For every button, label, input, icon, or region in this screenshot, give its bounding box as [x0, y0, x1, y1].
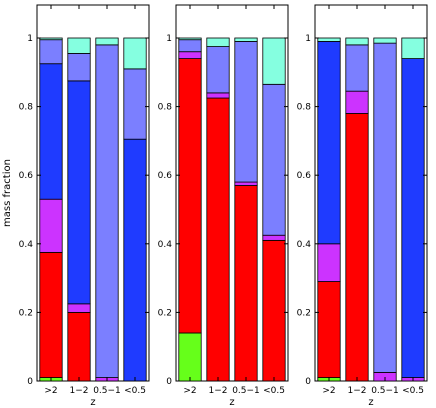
bar-segment-2-6: [206, 37, 230, 47]
bar-segment-1-2: [39, 251, 63, 378]
bar-segment-3-6: [373, 37, 397, 44]
bar-segment-4-6: [262, 37, 286, 85]
bar-segment-4-3: [262, 234, 286, 241]
bar-segment-1-2: [178, 58, 202, 334]
bar-segment-2-5: [345, 44, 369, 92]
bar-segment-4-6: [401, 37, 425, 59]
y-tick-label: 1: [27, 34, 33, 44]
x-tick-label: 1−2: [348, 386, 367, 396]
x-axis-label: z: [368, 397, 373, 408]
chart-panel-3: >2 1−2 0.5−1 <0.5 0 0.2 0.4 0.6 0.8 1 z: [297, 4, 428, 408]
y-tick-label: 0.8: [297, 103, 312, 113]
y-tick-label: 0: [166, 377, 172, 387]
x-axis-label: z: [229, 397, 234, 408]
x-tick-label: <0.5: [263, 386, 285, 396]
y-tick-label: 0.4: [297, 240, 312, 250]
x-tick-label: >2: [44, 386, 57, 396]
x-tick-label: 0.5−1: [93, 386, 121, 396]
bar-segment-2-3: [206, 92, 230, 99]
bar-segment-4-5: [262, 83, 286, 236]
bar-segment-2-3: [67, 303, 91, 313]
x-axis-label: z: [90, 397, 95, 408]
bar-segment-2-5: [206, 46, 230, 94]
y-tick-label: 0.8: [158, 103, 173, 113]
chart-panel-2: >2 1−2 0.5−1 <0.5 0 0.2 0.4 0.6 0.8 1 z: [158, 4, 289, 408]
y-tick-label: 0.2: [297, 308, 311, 318]
bar-segment-2-2: [206, 97, 230, 382]
y-tick-label: 0.6: [297, 171, 312, 181]
x-tick-label: >2: [322, 386, 335, 396]
bar-segment-3-6: [95, 37, 119, 46]
y-tick-label: 0: [305, 377, 311, 387]
x-tick-label: <0.5: [402, 386, 424, 396]
bar-segment-1-2: [317, 281, 341, 378]
bar-segment-1-6: [39, 37, 63, 41]
x-tick-label: 0.5−1: [232, 386, 260, 396]
bar-segment-2-6: [345, 37, 369, 46]
y-tick-label: 0.4: [19, 240, 34, 250]
bar-segment-1-4: [317, 41, 341, 245]
bar-segment-3-2: [234, 185, 258, 382]
bar-segment-1-3: [178, 51, 202, 59]
bar-segment-1-3: [39, 198, 63, 253]
y-tick-label: 0.6: [158, 171, 173, 181]
bar-segment-1-1: [178, 332, 202, 382]
y-tick-label: 1: [305, 34, 311, 44]
bar-segment-3-5: [234, 41, 258, 183]
bar-segment-4-6: [123, 37, 147, 70]
x-tick-label: <0.5: [124, 386, 146, 396]
bar-segment-1-6: [178, 37, 202, 41]
bar-segment-4-4: [123, 138, 147, 382]
bar-segment-1-4: [39, 63, 63, 200]
bar-segment-3-5: [95, 44, 119, 378]
y-axis-label: mass fraction: [2, 159, 13, 227]
bar-segment-4-5: [123, 68, 147, 140]
y-tick-label: 1: [166, 34, 172, 44]
bar-segment-1-3: [317, 243, 341, 282]
x-tick-label: >2: [183, 386, 196, 396]
y-tick-label: 0.2: [19, 308, 33, 318]
bar-segment-2-4: [67, 80, 91, 305]
x-tick-label: 1−2: [70, 386, 89, 396]
bar-segment-3-5: [373, 42, 397, 373]
bar-segment-4-4: [401, 58, 425, 378]
bar-segment-2-5: [67, 53, 91, 82]
chart-panel-1: >2 1−2 0.5−1 <0.5 0 0.2 0.4 0.6 0.8 1 z mass fracti…: [2, 4, 150, 408]
bar-segment-3-6: [234, 37, 258, 42]
bar-segment-2-2: [67, 311, 91, 382]
y-tick-label: 0.2: [158, 308, 172, 318]
bar-segment-1-6: [317, 37, 341, 42]
y-tick-label: 0: [27, 377, 33, 387]
bar-segment-4-2: [262, 239, 286, 382]
x-tick-label: 0.5−1: [371, 386, 399, 396]
bar-segment-1-5: [178, 39, 202, 53]
bar-segment-2-6: [67, 37, 91, 54]
bar-segment-2-2: [345, 113, 369, 382]
y-tick-label: 0.4: [158, 240, 173, 250]
y-tick-label: 0.8: [19, 103, 34, 113]
bar-segment-2-3: [345, 90, 369, 114]
x-tick-label: 1−2: [209, 386, 228, 396]
bar-segment-3-3: [234, 181, 258, 186]
bar-segment-1-5: [39, 39, 63, 65]
y-tick-label: 0.6: [19, 171, 34, 181]
